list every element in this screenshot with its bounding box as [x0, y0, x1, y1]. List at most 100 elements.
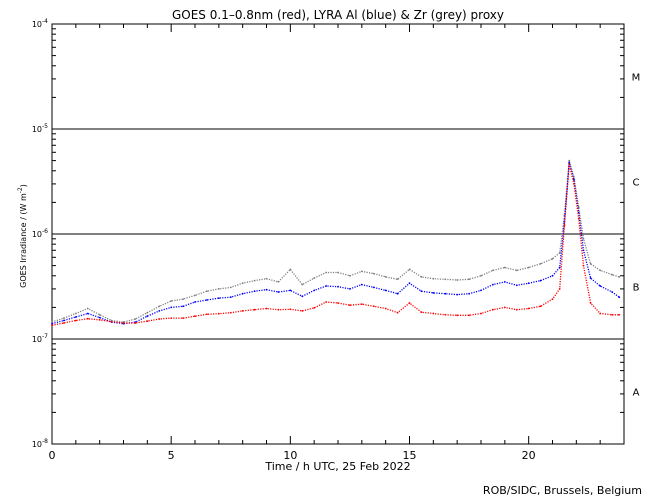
data-point	[456, 314, 459, 317]
data-point	[611, 273, 613, 276]
data-point	[313, 289, 316, 292]
data-point	[98, 313, 101, 316]
data-point	[360, 270, 363, 273]
data-point	[170, 317, 173, 319]
data-point	[503, 266, 506, 269]
chart-title: GOES 0.1–0.8nm (red), LYRA Al (blue) & Z…	[172, 8, 504, 22]
data-point	[558, 266, 561, 269]
data-point	[146, 311, 149, 314]
data-point	[349, 304, 351, 307]
x-axis-ticks: 0 5 10 15 20	[49, 24, 625, 462]
data-point	[551, 274, 554, 277]
data-point	[408, 282, 411, 285]
data-point	[568, 161, 571, 164]
data-point	[349, 288, 351, 290]
data-point	[182, 317, 185, 319]
data-point	[432, 292, 435, 294]
flare-class-label: M	[632, 73, 641, 84]
data-point	[527, 266, 530, 269]
data-point	[527, 282, 530, 285]
data-point	[420, 311, 423, 314]
flare-class-label: B	[633, 283, 640, 294]
data-point	[229, 286, 232, 289]
data-point	[194, 315, 196, 318]
x-tick-label: 0	[49, 449, 56, 462]
data-point	[444, 313, 447, 316]
data-point	[86, 307, 89, 310]
data-point	[444, 292, 447, 295]
data-point	[194, 301, 196, 303]
data-point	[492, 308, 494, 311]
data-series	[51, 159, 621, 327]
class-threshold-lines	[52, 128, 624, 340]
data-point	[360, 283, 363, 286]
data-point	[372, 286, 375, 289]
data-point	[432, 312, 435, 315]
x-tick-label: 10	[283, 449, 297, 462]
data-point	[539, 262, 542, 265]
x-tick-label: 5	[168, 449, 175, 462]
data-point	[396, 278, 399, 281]
data-point	[277, 291, 280, 293]
data-point	[558, 252, 561, 254]
data-point	[206, 313, 208, 316]
data-point	[63, 319, 65, 322]
data-point	[611, 313, 613, 316]
data-point	[573, 176, 575, 178]
data-point	[480, 274, 482, 277]
data-point	[492, 283, 494, 286]
data-point	[134, 322, 137, 324]
data-point	[573, 183, 575, 185]
data-point	[74, 316, 77, 318]
y-tick-label: 10-5	[32, 123, 48, 134]
data-point	[217, 297, 220, 299]
data-point	[122, 322, 125, 324]
data-point	[265, 277, 268, 280]
credit-text: ROB/SIDC, Brussels, Belgium	[483, 484, 642, 497]
data-point	[182, 305, 185, 308]
data-point	[182, 298, 185, 300]
data-point	[217, 288, 220, 290]
data-point	[456, 279, 459, 281]
data-point	[98, 319, 101, 321]
data-point	[503, 306, 506, 309]
data-point	[277, 281, 280, 283]
data-point	[492, 269, 494, 272]
data-point	[456, 293, 459, 296]
data-point	[568, 163, 571, 166]
series-goes	[51, 163, 621, 327]
data-point	[551, 298, 554, 300]
data-point	[206, 290, 208, 293]
data-point	[313, 277, 316, 279]
data-point	[241, 282, 244, 285]
data-point	[86, 317, 89, 320]
data-point	[134, 318, 137, 320]
data-point	[170, 306, 173, 309]
data-point	[170, 300, 173, 302]
data-point	[325, 271, 327, 274]
data-point	[372, 305, 375, 308]
data-point	[253, 290, 256, 293]
data-point	[63, 317, 65, 319]
data-point	[618, 313, 621, 316]
series-line	[51, 164, 620, 326]
data-point	[582, 249, 585, 252]
data-point	[515, 269, 518, 272]
data-point	[589, 277, 592, 279]
data-point	[313, 307, 316, 309]
y-tick-label: 10-6	[32, 228, 48, 239]
data-point	[599, 285, 602, 287]
data-point	[63, 322, 65, 324]
data-point	[384, 307, 387, 310]
data-point	[396, 311, 399, 314]
data-point	[289, 289, 292, 292]
data-point	[573, 178, 575, 181]
data-point	[146, 315, 149, 318]
x-tick-label: 20	[522, 449, 536, 462]
data-point	[527, 307, 530, 310]
series-line	[51, 160, 620, 323]
data-point	[241, 292, 244, 295]
flare-class-labels: M C B A	[632, 73, 641, 399]
data-point	[503, 281, 506, 283]
data-point	[301, 310, 304, 312]
